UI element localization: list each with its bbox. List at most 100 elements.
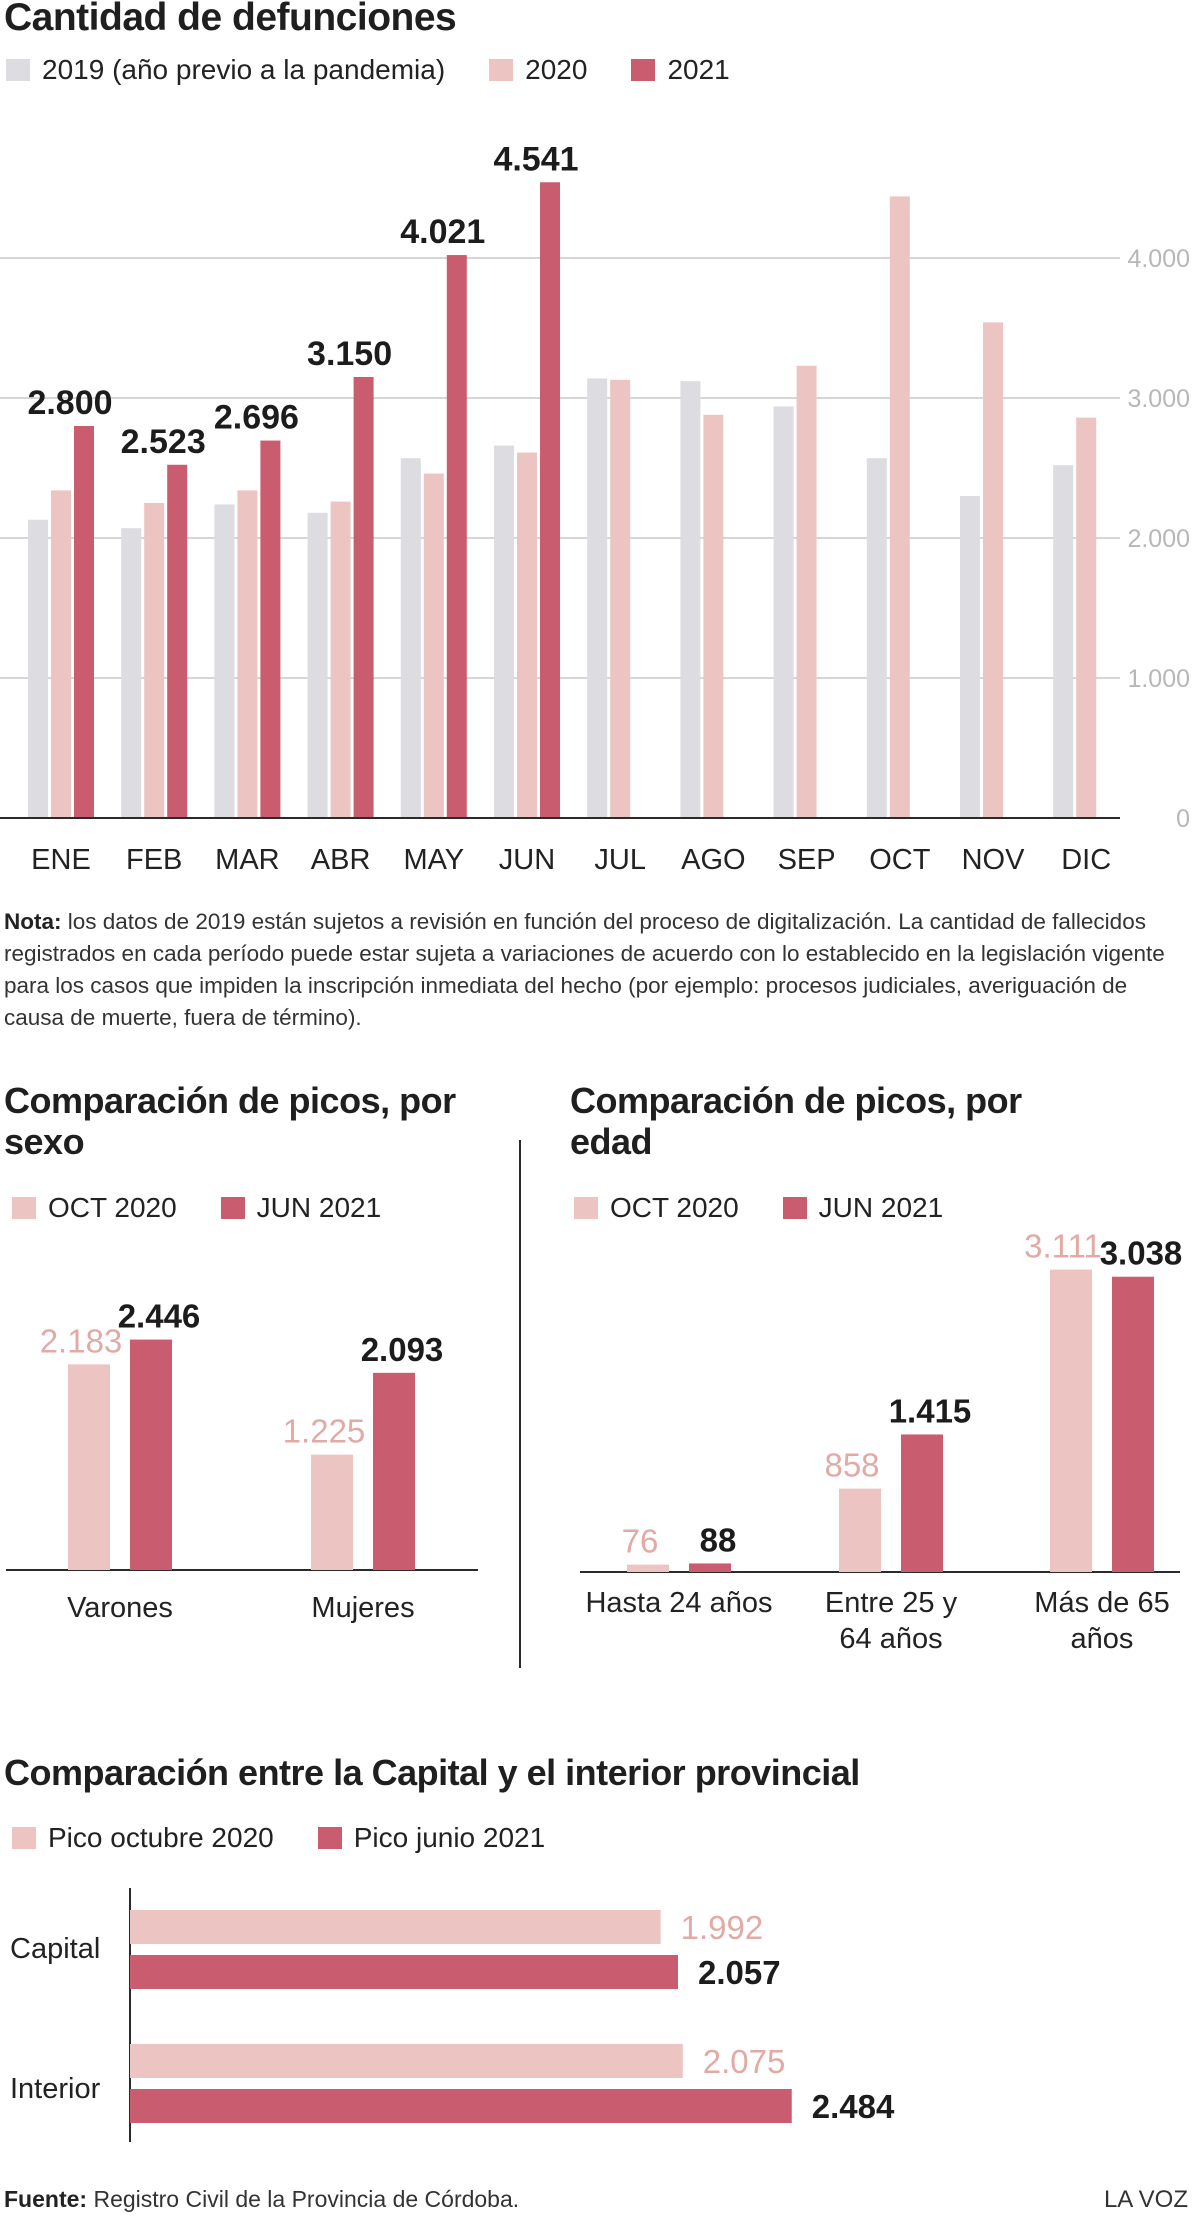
y-tick-label: 1.000 (1127, 665, 1190, 693)
legend-item-oct2020-sexo: OCT 2020 (12, 1192, 177, 1224)
data-label-2021: 2.523 (121, 423, 206, 461)
legend-label-2020: 2020 (525, 54, 588, 85)
x-tick-label: MAR (215, 844, 279, 876)
y-tick-label: 0 (1176, 805, 1190, 833)
category-label: Interior (10, 2073, 101, 2105)
legend-label-oct2020-sexo: OCT 2020 (48, 1192, 177, 1223)
note-label: Nota: (4, 909, 62, 934)
y-tick-label: 2.000 (1127, 525, 1190, 553)
bar-jul-s0 (587, 378, 608, 818)
bar-0-s1 (130, 1339, 172, 1570)
legend-swatch-oct2020-edad (574, 1197, 598, 1219)
category-label: Entre 25 y (825, 1587, 958, 1619)
bar-mar-s0 (214, 504, 235, 818)
legend-sexo: OCT 2020 JUN 2021 (12, 1192, 425, 1224)
data-label-2021: 4.021 (400, 213, 485, 251)
x-tick-label: ABR (311, 844, 371, 876)
bar-dic-s1 (1076, 417, 1097, 818)
data-label-2021: 3.150 (307, 335, 392, 373)
data-label: 2.446 (118, 1298, 201, 1335)
bar-abr-s2 (353, 377, 374, 818)
y-tick-label: 3.000 (1127, 385, 1190, 413)
data-label: 2.057 (698, 1954, 781, 1991)
legend-item-jun2021-edad: JUN 2021 (782, 1192, 944, 1224)
bar-1-s1 (901, 1434, 943, 1572)
bar-jul-s1 (610, 379, 631, 818)
data-label-2021: 2.800 (27, 384, 112, 422)
bar-jun-s1 (517, 452, 537, 818)
legend-swatch-oct2020-region (12, 1827, 36, 1849)
x-tick-label: OCT (869, 844, 931, 876)
data-label: 88 (700, 1521, 737, 1558)
legend-swatch-jun2021-edad (782, 1197, 807, 1219)
legend-edad: OCT 2020 JUN 2021 (574, 1192, 987, 1224)
note-text: los datos de 2019 están sujetos a revisi… (4, 909, 1165, 1030)
category-label: 64 años (839, 1623, 942, 1655)
chart-title-defunciones: Cantidad de defunciones (4, 0, 457, 39)
legend-swatch-2021 (631, 59, 656, 81)
bar-oct-s0 (866, 458, 887, 818)
category-label: Mujeres (311, 1592, 414, 1624)
data-label: 3.111 (1024, 1228, 1102, 1265)
bar-sep-s1 (796, 365, 817, 818)
data-label-2021: 4.541 (493, 140, 578, 178)
x-tick-label: JUN (499, 844, 555, 876)
source: Fuente: Registro Civil de la Provincia d… (4, 2186, 519, 2213)
source-text: Registro Civil de la Provincia de Córdob… (87, 2186, 520, 2212)
legend-item-2021: 2021 (631, 54, 730, 86)
data-label: 1.415 (889, 1392, 972, 1429)
bar-feb-s1 (144, 503, 165, 818)
bar-ene-s2 (74, 426, 94, 818)
bar-feb-s0 (121, 528, 142, 818)
bar-may-s1 (423, 473, 444, 818)
legend-item-jun2021-region: Pico junio 2021 (317, 1822, 546, 1854)
bar-ene-s1 (51, 490, 71, 818)
bar-may-s0 (400, 458, 421, 818)
legend-swatch-2020 (489, 59, 514, 81)
legend-swatch-jun2021-region (317, 1827, 342, 1849)
chart-title-capital-interior: Comparación entre la Capital y el interi… (4, 1752, 860, 1793)
data-label: 2.093 (361, 1331, 444, 1368)
legend-defunciones: 2019 (año previo a la pandemia) 2020 202… (6, 54, 774, 86)
bar-may-s2 (446, 255, 467, 818)
data-label: 1.225 (283, 1413, 366, 1450)
bar-0-s0 (627, 1564, 669, 1572)
y-tick-label: 4.000 (1127, 245, 1190, 273)
chart-title-edad: Comparación de picos, por edad (570, 1080, 1022, 1162)
bar-interior-s1 (130, 2089, 792, 2123)
bar-abr-s0 (307, 512, 328, 818)
category-label: Capital (10, 1933, 100, 1965)
bar-mar-s1 (237, 490, 258, 818)
section-divider (519, 1140, 521, 1668)
bar-sep-s0 (773, 406, 794, 818)
category-label: años (1071, 1623, 1134, 1655)
legend-item-oct2020-edad: OCT 2020 (574, 1192, 739, 1224)
x-tick-label: AGO (681, 844, 745, 876)
bar-jun-s2 (540, 182, 560, 818)
legend-item-jun2021-sexo: JUN 2021 (220, 1192, 381, 1224)
data-label-2021: 2.696 (214, 399, 299, 437)
bar-mar-s2 (260, 440, 281, 818)
data-label: 2.075 (703, 2043, 786, 2080)
legend-item-2020: 2020 (489, 54, 587, 86)
bar-feb-s2 (167, 464, 188, 818)
monthly-deaths-chart: 0 1.000 2.000 3.000 4.000 ENE FEB MAR ABR MAY JUN J… (0, 140, 1190, 876)
x-tick-label: SEP (778, 844, 836, 876)
bar-capital-s1 (130, 1955, 678, 1989)
legend-capital-interior: Pico octubre 2020 Pico junio 2021 (12, 1822, 589, 1854)
bar-0-s0 (68, 1364, 110, 1570)
legend-label-jun2021-region: Pico junio 2021 (353, 1822, 546, 1853)
data-label: 858 (824, 1447, 879, 1484)
legend-label-jun2021-edad: JUN 2021 (818, 1192, 944, 1223)
bar-nov-s0 (960, 496, 980, 818)
bar-2-s1 (1112, 1276, 1154, 1572)
source-label: Fuente: (4, 2186, 88, 2212)
bar-ago-s1 (703, 414, 724, 818)
category-label: Varones (67, 1592, 173, 1624)
legend-swatch-oct2020-sexo (12, 1197, 36, 1219)
category-label: Hasta 24 años (585, 1587, 772, 1619)
bar-1-s1 (373, 1372, 415, 1570)
bar-interior-s0 (130, 2044, 683, 2078)
